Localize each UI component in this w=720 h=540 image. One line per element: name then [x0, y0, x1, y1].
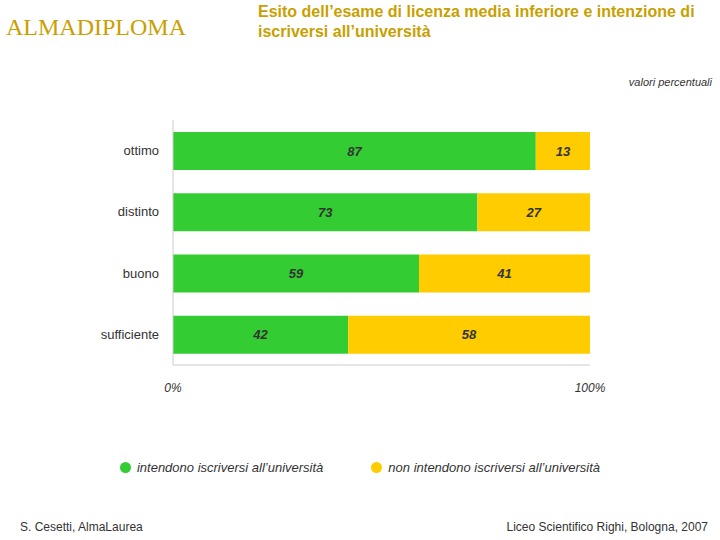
- svg-text:ottimo: ottimo: [124, 143, 159, 158]
- svg-text:13: 13: [556, 144, 571, 159]
- svg-text:distinto: distinto: [118, 204, 159, 219]
- svg-text:41: 41: [496, 266, 511, 281]
- html-text:Liceo Scientifico Righi, Bolog: Liceo Scientifico Righi, Bologna, 2007: [506, 520, 708, 534]
- svg-text:sufficiente: sufficiente: [101, 327, 159, 342]
- svg-text:59: 59: [289, 266, 304, 281]
- svg-text:87: 87: [347, 144, 362, 159]
- html-text:intendono iscriversi all’unive: intendono iscriversi all’università: [136, 460, 324, 475]
- html-text:ALMADIPLOMA: ALMADIPLOMA: [6, 14, 186, 40]
- html-text:valori percentuali: valori percentuali: [628, 76, 712, 88]
- svg-text:58: 58: [462, 327, 477, 342]
- svg-text:100%: 100%: [575, 381, 606, 395]
- html-text:non intendono iscriversi all’u: non intendono iscriversi all’università: [388, 460, 601, 475]
- svg-text:42: 42: [252, 327, 268, 342]
- svg-text:buono: buono: [123, 266, 159, 281]
- html-text:Esito dell’esame di licenza me: Esito dell’esame di licenza media inferi…: [258, 3, 695, 40]
- svg-text:0%: 0%: [164, 381, 182, 395]
- svg-text:27: 27: [525, 205, 541, 220]
- svg-text:73: 73: [318, 205, 333, 220]
- html-text:S. Cesetti, AlmaLaurea: S. Cesetti, AlmaLaurea: [20, 520, 143, 534]
